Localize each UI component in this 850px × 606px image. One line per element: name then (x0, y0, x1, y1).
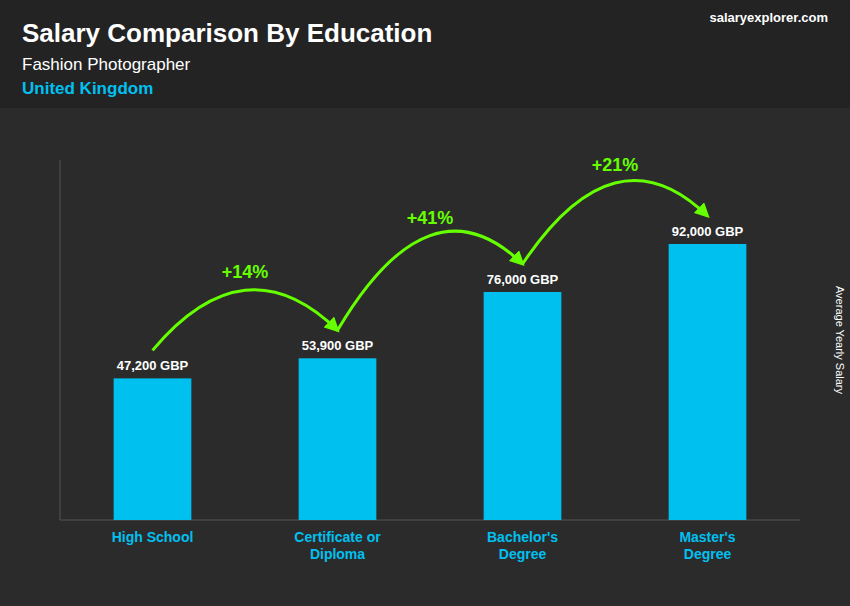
data-label: 92,000 GBP (672, 224, 744, 239)
change-arrow (523, 180, 708, 264)
subtitle: Fashion Photographer (22, 55, 191, 74)
bar (669, 244, 747, 520)
y-axis-label: Average Yearly Salary (834, 286, 846, 395)
change-label: +14% (222, 262, 269, 282)
title: Salary Comparison By Education (22, 18, 432, 48)
chart: Salary Comparison By Education Fashion Ph… (0, 0, 850, 606)
bar (114, 378, 192, 520)
data-label: 53,900 GBP (302, 338, 374, 353)
x-tick-label: Master'sDegree (679, 529, 735, 562)
location: United Kingdom (22, 79, 153, 98)
header-band (0, 0, 850, 108)
bar (299, 358, 377, 520)
change-arrow (338, 231, 523, 330)
change-label: +41% (407, 208, 454, 228)
y-axis-line (60, 160, 61, 520)
background (0, 0, 850, 606)
bar (484, 292, 562, 520)
x-tick-label: Certificate orDiploma (294, 529, 381, 562)
data-label: 76,000 GBP (487, 272, 559, 287)
change-arrow (153, 290, 338, 351)
data-label: 47,200 GBP (117, 358, 189, 373)
bars (114, 244, 747, 520)
x-tick-label: Bachelor'sDegree (487, 529, 558, 562)
x-tick-label: High School (112, 529, 194, 545)
source: salaryexplorer.com (709, 10, 828, 25)
change-label: +21% (592, 155, 639, 175)
